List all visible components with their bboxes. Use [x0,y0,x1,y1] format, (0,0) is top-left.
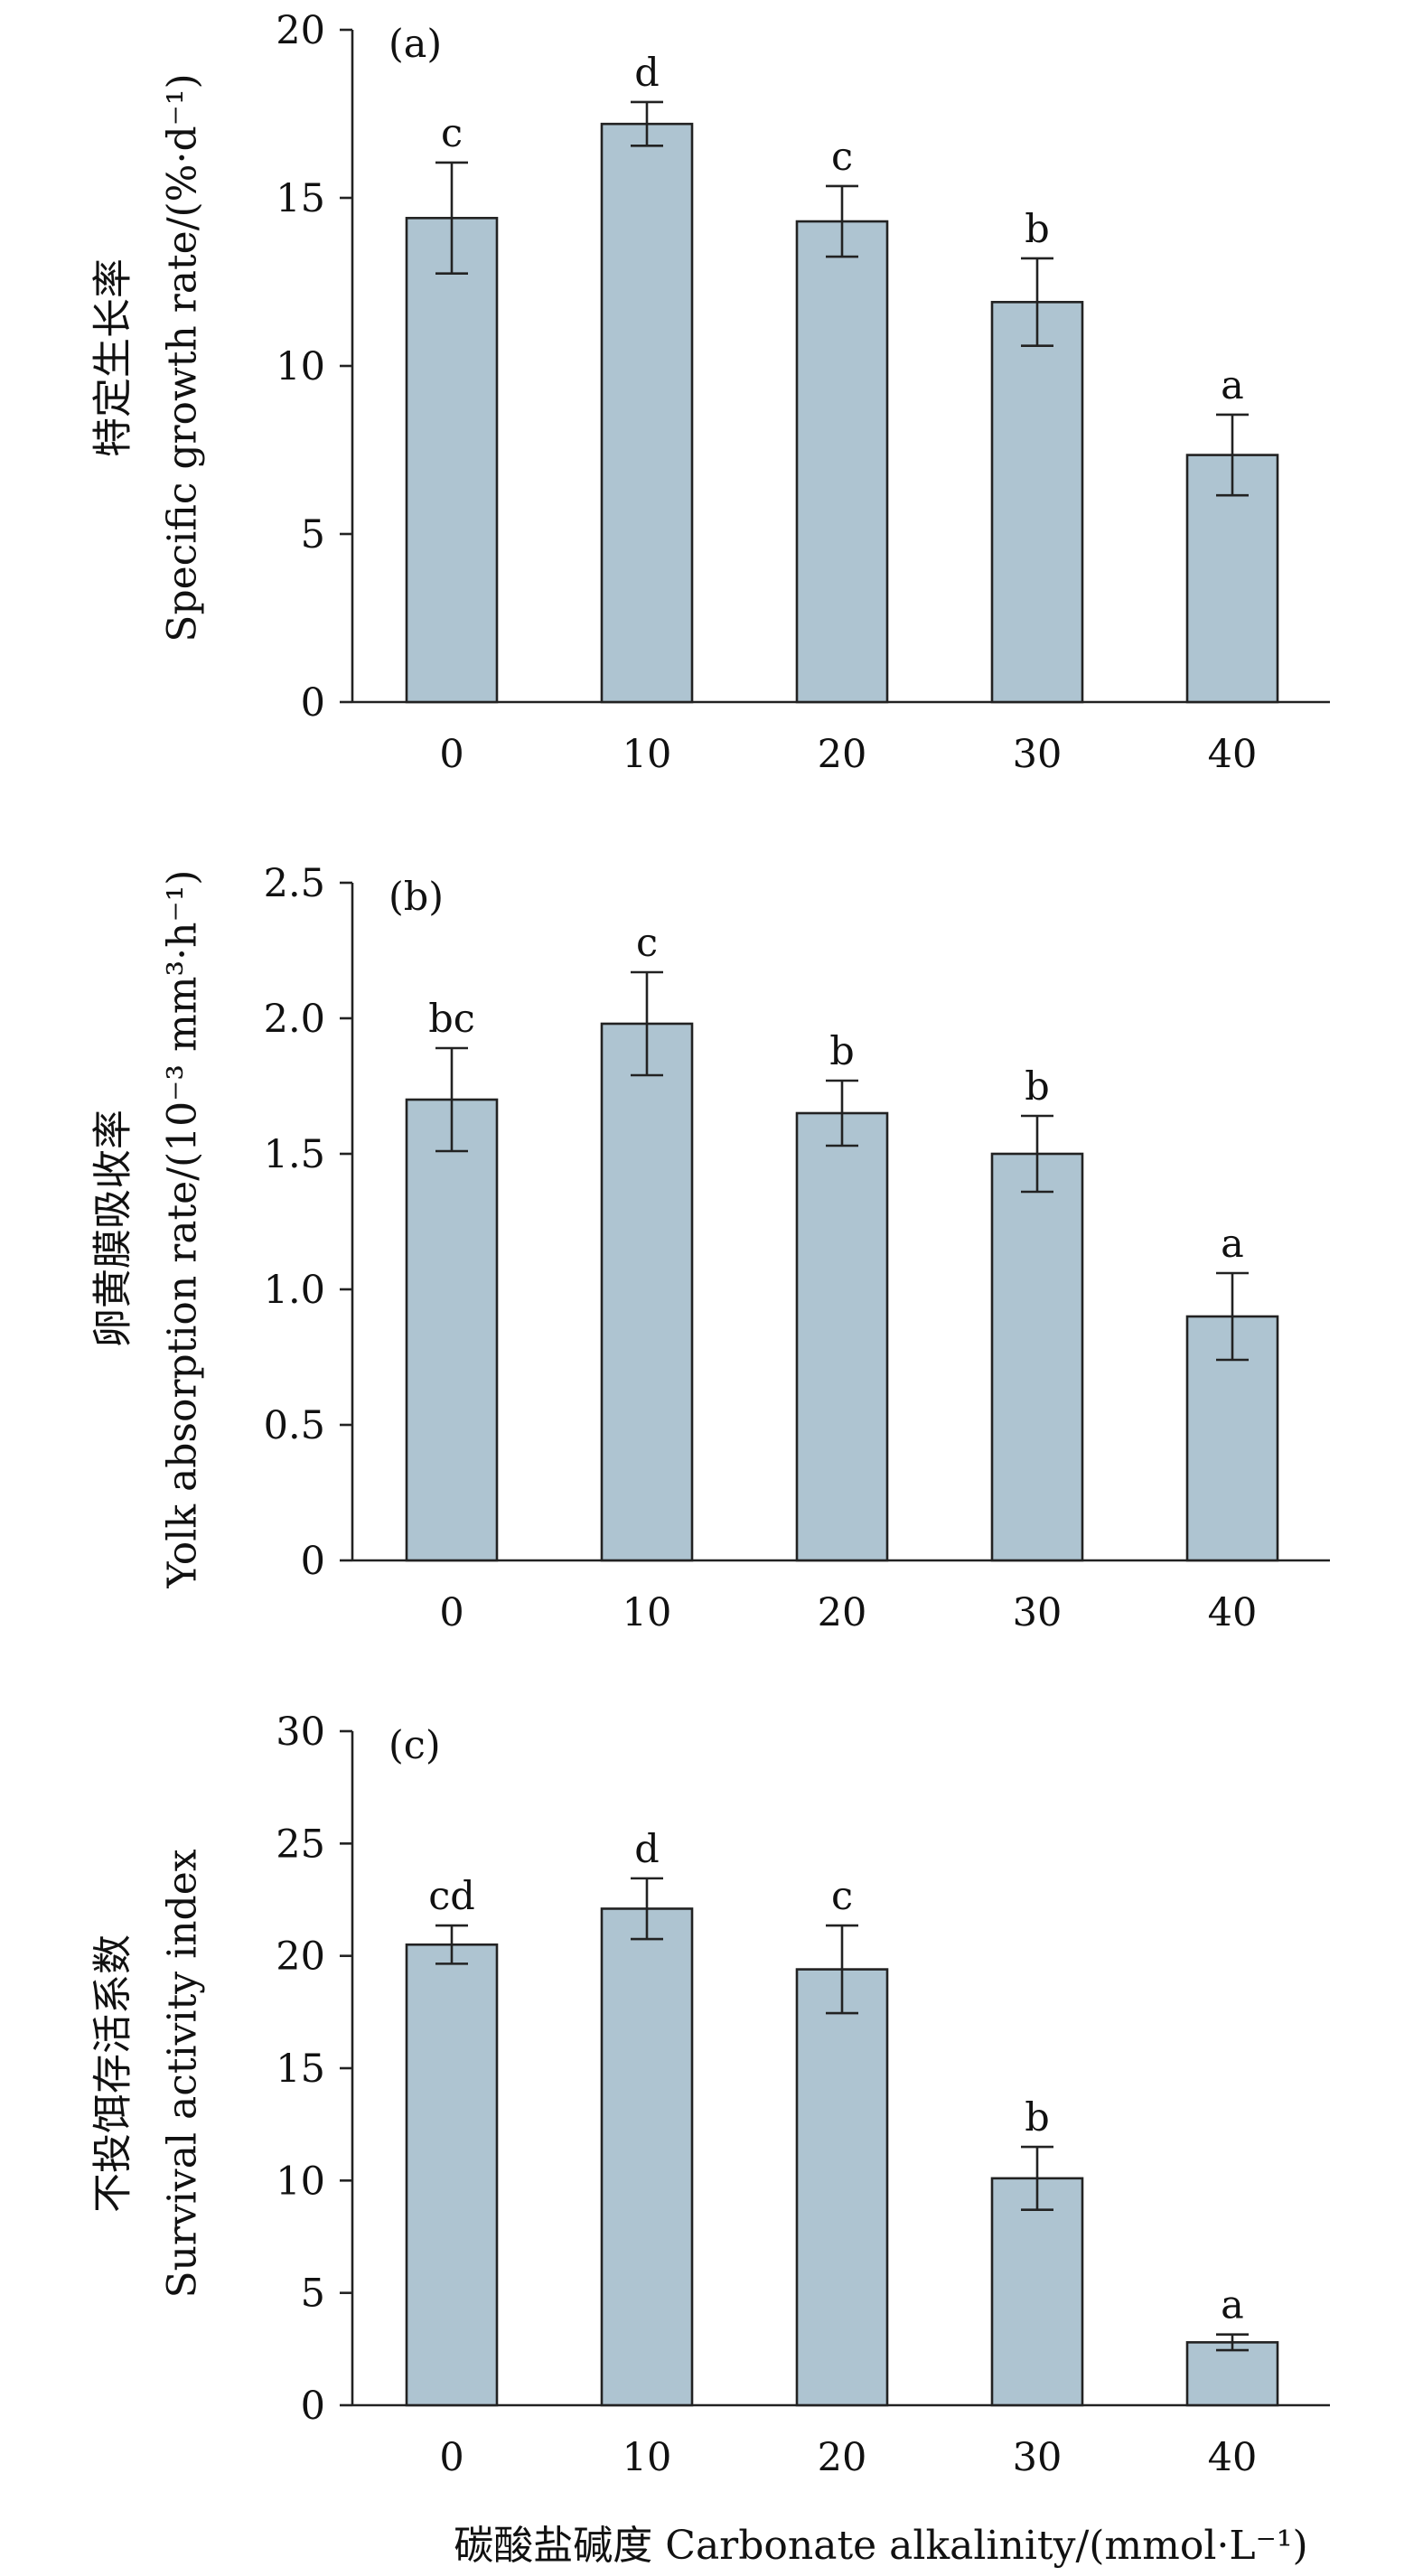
y-tick-label: 20 [276,1934,325,1980]
significance-label: c [831,1874,853,1919]
y-tick-label: 0.5 [264,1403,325,1448]
significance-label: a [1221,363,1244,408]
bar [990,301,1084,704]
y-tick-label: 15 [276,2047,325,2092]
x-tick-label: 0 [439,1590,463,1635]
bar [990,1152,1084,1562]
y-tick-label: 10 [276,344,325,389]
panel-label: (c) [389,1723,441,1768]
x-tick-label: 20 [818,2435,867,2480]
y-tick-label: 1.0 [264,1268,325,1313]
bar [405,1098,499,1562]
y-tick-label: 5 [301,512,325,557]
y-tick-label: 2.5 [264,861,325,906]
significance-label: b [829,1029,855,1074]
bar [990,2177,1084,2407]
significance-label: cd [428,1874,475,1919]
significance-label: d [634,51,660,96]
panel-a: 0 5 10 15 20 c 0 d 10 c 20 b 30 a 40 (a) 特定生长率 Specific g… [90,8,1330,777]
bar [795,1111,889,1562]
bar [795,220,889,704]
x-tick-label: 40 [1208,2435,1258,2480]
y-tick-label: 0 [301,2384,325,2429]
x-tick-label: 40 [1208,1590,1258,1635]
y-tick-label: 15 [276,176,325,221]
bar [405,1943,499,2407]
significance-label: b [1025,1064,1050,1110]
significance-label: c [831,135,853,180]
x-tick-label: 10 [623,2435,672,2480]
x-tick-label: 0 [439,2435,463,2480]
y-tick-label: 0 [301,1539,325,1584]
x-tick-label: 0 [439,732,463,777]
y-tick-label: 25 [276,1822,325,1867]
y-tick-label: 10 [276,2159,325,2204]
y-axis-label-chinese: 特定生长率 [90,258,136,457]
significance-label: c [636,921,658,966]
significance-label: a [1221,2283,1244,2328]
bar [600,1907,694,2407]
panel-label: (a) [389,22,442,67]
y-axis-label-chinese: 不投饵存活系数 [90,1934,136,2213]
bar [795,1968,889,2407]
panel-label: (b) [389,875,444,920]
significance-label: bc [428,997,475,1042]
x-tick-label: 30 [1013,1590,1063,1635]
x-tick-label: 10 [623,1590,672,1635]
y-axis-label-chinese: 卵黄膜吸收率 [90,1110,136,1348]
y-tick-label: 5 [301,2272,325,2317]
bar [1185,2341,1279,2407]
y-axis-label-english: Specific growth rate/(%·d⁻¹) [160,73,206,642]
significance-label: b [1025,2095,1050,2140]
significance-label: a [1221,1222,1244,1267]
y-tick-label: 30 [276,1710,325,1755]
bar [600,122,694,704]
y-axis-label-english: Yolk absorption rate/(10⁻³ mm³·h⁻¹) [160,870,206,1589]
significance-label: c [441,111,463,156]
x-tick-label: 20 [818,1590,867,1635]
y-axis-label-english: Survival activity index [160,1849,206,2298]
bar [600,1022,694,1562]
x-tick-label: 10 [623,732,672,777]
y-tick-label: 2.0 [264,997,325,1042]
x-tick-label: 20 [818,732,867,777]
bar [405,217,499,704]
y-tick-label: 1.5 [264,1132,325,1177]
y-tick-label: 20 [276,8,325,53]
x-tick-label: 40 [1208,732,1258,777]
x-axis-label: 碳酸盐碱度 Carbonate alkalinity/(mmol·L⁻¹) [454,2523,1307,2569]
significance-label: b [1025,207,1050,252]
panel-c: 0 5 10 15 20 25 30 cd 0 d 10 c 20 b 30 a 40 (c) 不投饵存活系数 Sur… [90,1710,1330,2480]
panel-b: 0 0.5 1.0 1.5 2.0 2.5 bc 0 c 10 b 20 b 30 a 40 (b) 卵黄膜吸收率… [90,861,1330,1635]
x-tick-label: 30 [1013,732,1063,777]
y-tick-label: 0 [301,680,325,726]
significance-label: d [634,1827,660,1872]
x-tick-label: 30 [1013,2435,1063,2480]
